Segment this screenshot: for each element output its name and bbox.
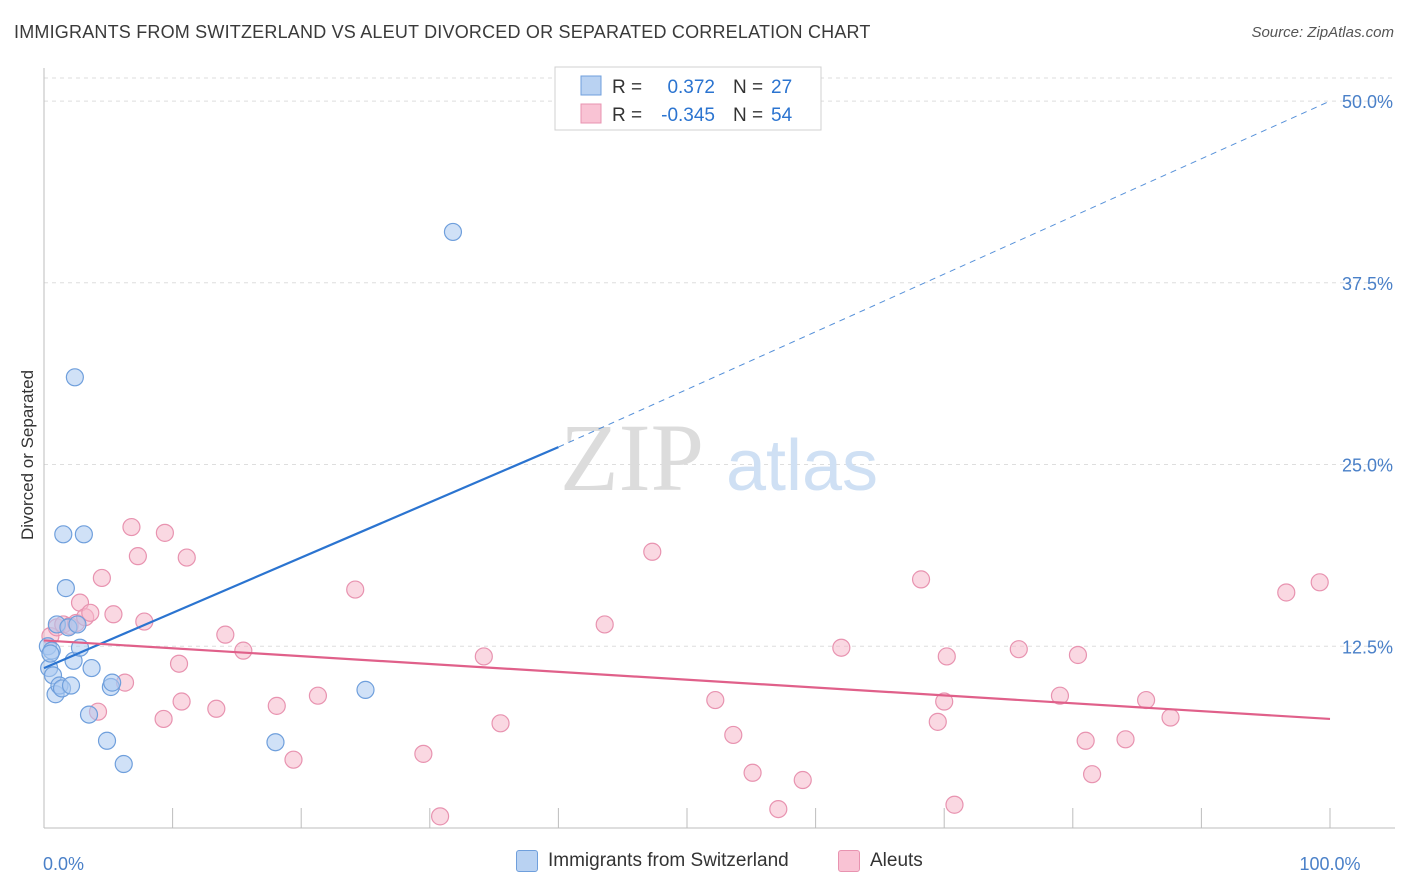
aleuts-point (928, 712, 947, 731)
aleuts-point (414, 744, 433, 763)
aleuts-point (1277, 583, 1296, 602)
y-tick-label: 12.5% (1342, 637, 1393, 657)
aleuts-point (1310, 573, 1329, 592)
aleuts-point (430, 807, 450, 826)
legend-label-aleuts: Aleuts (870, 850, 923, 871)
aleuts-point (832, 638, 851, 657)
axes (43, 68, 1395, 829)
legend-swatch-blue (516, 850, 538, 872)
switzerland-points (38, 222, 463, 774)
aleuts-point (1009, 640, 1028, 659)
legend-swatch-pink (838, 850, 860, 872)
switzerland-point (61, 676, 81, 695)
aleuts-point (935, 692, 954, 711)
aleuts-points (41, 517, 1329, 826)
aleuts-point (155, 523, 174, 542)
aleuts-point (491, 714, 510, 733)
aleuts-point (1082, 765, 1102, 784)
stats-swatch-blue (580, 75, 602, 96)
aleuts-point (169, 654, 189, 673)
trend-lines (43, 100, 1331, 721)
aleuts-point (216, 625, 235, 644)
stats-r-label-2: R = (612, 105, 642, 126)
x-tick-label: 100.0% (1299, 854, 1360, 874)
aleuts-point (1076, 731, 1095, 750)
aleuts-trend-line (43, 639, 1331, 721)
switzerland-point (103, 673, 122, 692)
stats-r-value-1: 0.372 (667, 77, 715, 98)
switzerland-trend-extension (558, 100, 1331, 448)
switzerland-point (41, 644, 60, 663)
aleuts-point (937, 647, 956, 666)
aleuts-point (643, 542, 662, 561)
aleuts-point (1161, 708, 1180, 727)
aleuts-point (284, 750, 303, 769)
chart-title: IMMIGRANTS FROM SWITZERLAND VS ALEUT DIV… (14, 22, 871, 42)
switzerland-point (114, 754, 133, 774)
stats-n-value-1: 27 (771, 77, 792, 98)
stats-n-label-1: N = (733, 77, 763, 98)
source-label: Source: ZipAtlas.com (1251, 24, 1394, 41)
y-tick-label: 37.5% (1342, 274, 1393, 294)
y-tick-label: 25.0% (1342, 456, 1393, 476)
aleuts-point (911, 570, 931, 589)
switzerland-point (443, 222, 463, 242)
aleuts-point (172, 692, 191, 711)
aleuts-point (1116, 730, 1135, 749)
series-legend: Immigrants from Switzerland Aleuts (0, 850, 1406, 880)
stats-r-label-1: R = (612, 77, 642, 98)
aleuts-point (234, 641, 253, 660)
aleuts-point (474, 647, 493, 666)
switzerland-point (79, 705, 99, 724)
legend-item-switzerland: Immigrants from Switzerland (516, 850, 789, 872)
aleuts-point (945, 795, 964, 814)
switzerland-point (266, 733, 285, 752)
legend-item-aleuts: Aleuts (838, 850, 923, 872)
aleuts-point (177, 548, 196, 567)
aleuts-point (1050, 686, 1070, 705)
switzerland-point (54, 525, 73, 544)
watermark-atlas: atlas (726, 426, 878, 506)
aleuts-point (154, 709, 173, 729)
aleuts-point (92, 568, 111, 588)
switzerland-point (356, 680, 375, 699)
aleuts-point (595, 615, 614, 634)
aleuts-point (207, 699, 226, 718)
tick-labels: 12.5% 25.0% 37.5% 50.0% 0.0% 100.0% (43, 92, 1393, 874)
switzerland-point (56, 579, 75, 598)
watermark-zip: ZIP (560, 404, 704, 511)
aleuts-point (104, 605, 123, 624)
switzerland-point (68, 615, 87, 634)
switzerland-point (82, 658, 101, 678)
switzerland-trend-line (43, 446, 559, 670)
y-tick-label: 50.0% (1342, 92, 1393, 112)
x-tick-label: 0.0% (43, 854, 84, 874)
aleuts-point (267, 696, 286, 715)
aleuts-point (81, 603, 100, 622)
stats-r-value-2: -0.345 (661, 105, 715, 126)
aleuts-point (128, 547, 147, 566)
aleuts-point (724, 725, 743, 745)
aleuts-point (1068, 645, 1088, 665)
aleuts-point (346, 580, 365, 599)
stats-n-label-2: N = (733, 105, 763, 126)
aleuts-point (706, 690, 725, 710)
legend-label-switzerland: Immigrants from Switzerland (548, 850, 789, 871)
aleuts-point (122, 517, 141, 537)
aleuts-point (769, 799, 788, 819)
switzerland-point (74, 525, 93, 544)
aleuts-point (743, 763, 762, 782)
stats-n-value-2: 54 (771, 105, 793, 126)
switzerland-point (97, 731, 117, 750)
stats-swatch-pink (580, 103, 602, 124)
aleuts-point (1137, 690, 1156, 710)
stats-legend: R = 0.372 N = 27 R = -0.345 N = 54 (554, 66, 822, 131)
switzerland-point (65, 368, 84, 387)
aleuts-point (793, 770, 812, 790)
aleuts-point (308, 686, 328, 705)
